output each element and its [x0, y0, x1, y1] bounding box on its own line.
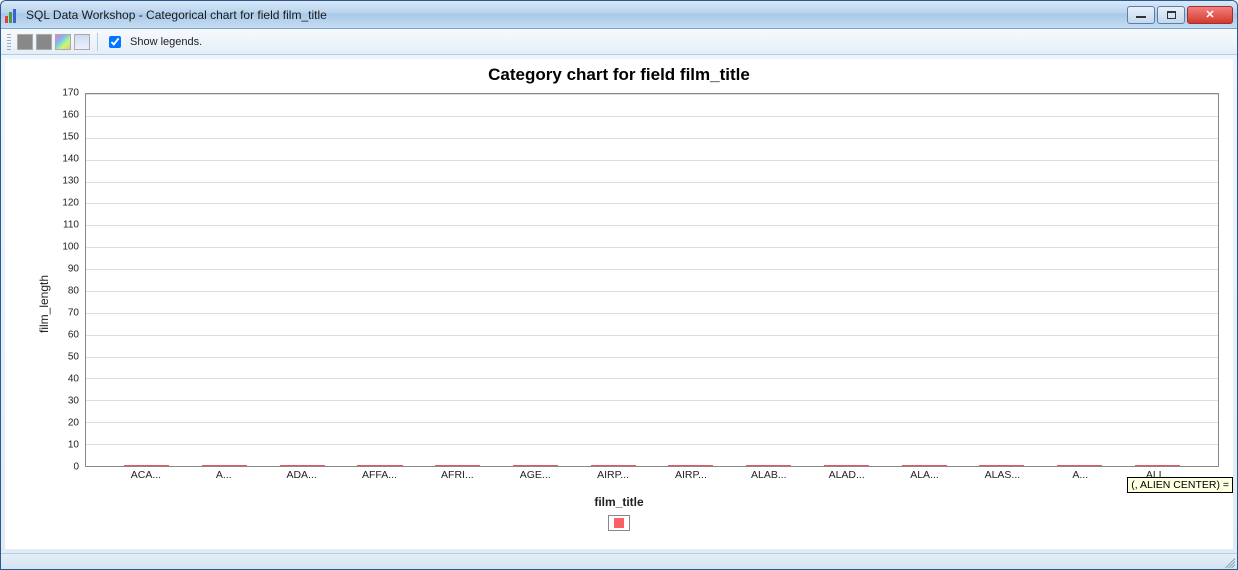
- bar[interactable]: [591, 465, 636, 466]
- x-tick-label: ACA...: [107, 467, 185, 483]
- bar-slot: [263, 465, 341, 466]
- bar-slot: [574, 465, 652, 466]
- bar[interactable]: [1135, 465, 1180, 466]
- y-tick-label: 0: [73, 462, 79, 473]
- bar-slot: [341, 465, 419, 466]
- y-tick-label: 10: [68, 440, 79, 451]
- tooltip: (, ALIEN CENTER) =: [1127, 477, 1233, 493]
- y-tick-label: 140: [62, 154, 79, 165]
- toolbar-grip[interactable]: [7, 34, 11, 50]
- statusbar: [1, 553, 1237, 569]
- x-tick-label: A...: [1041, 467, 1119, 483]
- x-axis-ticks: ACA...A...ADA...AFFA...AFRI...AGE...AIRP…: [85, 467, 1219, 483]
- bar[interactable]: [435, 465, 480, 466]
- x-tick-label: A...: [185, 467, 263, 483]
- bar[interactable]: [280, 465, 325, 466]
- x-tick-label: AFRI...: [418, 467, 496, 483]
- titlebar[interactable]: SQL Data Workshop - Categorical chart fo…: [1, 1, 1237, 29]
- x-tick-label: ADA...: [263, 467, 341, 483]
- bar-slot: [497, 465, 575, 466]
- window-title: SQL Data Workshop - Categorical chart fo…: [26, 8, 1127, 22]
- x-tick-label: AGE...: [496, 467, 574, 483]
- y-axis-ticks: 0102030405060708090100110120130140150160…: [41, 93, 83, 467]
- rainbow-icon[interactable]: [55, 34, 71, 50]
- x-tick-label: AIRP...: [574, 467, 652, 483]
- x-tick-label: AIRP...: [652, 467, 730, 483]
- y-tick-label: 130: [62, 176, 79, 187]
- close-button[interactable]: ✕: [1187, 6, 1233, 24]
- y-tick-label: 110: [63, 220, 79, 231]
- panel-icon[interactable]: [74, 34, 90, 50]
- bar[interactable]: [1057, 465, 1102, 466]
- y-tick-label: 30: [68, 396, 79, 407]
- toolbar: Show legends.: [1, 29, 1237, 55]
- bar-slot: [963, 465, 1041, 466]
- bar-slot: [1041, 465, 1119, 466]
- minimize-button[interactable]: [1127, 6, 1155, 24]
- maximize-button[interactable]: [1157, 6, 1185, 24]
- bar[interactable]: [668, 465, 713, 466]
- y-tick-label: 70: [68, 308, 79, 319]
- x-axis-label: film_title: [594, 495, 643, 509]
- chart-panel: Category chart for field film_title film…: [5, 59, 1233, 549]
- bar-slot: [1118, 465, 1196, 466]
- gray-icon-1[interactable]: [17, 34, 33, 50]
- y-tick-label: 170: [62, 88, 79, 99]
- x-tick-label: AFFA...: [341, 467, 419, 483]
- y-tick-label: 20: [68, 418, 79, 429]
- app-icon: [5, 7, 21, 23]
- bar-slot: [652, 465, 730, 466]
- bar[interactable]: [202, 465, 247, 466]
- bar[interactable]: [513, 465, 558, 466]
- x-tick-label: ALAB...: [730, 467, 808, 483]
- bar[interactable]: [124, 465, 169, 466]
- bar-slot: [807, 465, 885, 466]
- show-legends-label: Show legends.: [130, 36, 202, 48]
- gray-icon-2[interactable]: [36, 34, 52, 50]
- bar[interactable]: [357, 465, 402, 466]
- bar-slot: [419, 465, 497, 466]
- window-controls: ✕: [1127, 6, 1233, 24]
- x-tick-label: ALAD...: [808, 467, 886, 483]
- y-tick-label: 150: [62, 132, 79, 143]
- bars-container: [86, 94, 1218, 466]
- toolbar-buttons: [17, 34, 90, 50]
- legend-swatch: [614, 518, 624, 528]
- x-tick-label: ALAS...: [963, 467, 1041, 483]
- content-area: Category chart for field film_title film…: [1, 55, 1237, 553]
- plot[interactable]: [85, 93, 1219, 467]
- x-tick-label: ALA...: [886, 467, 964, 483]
- y-tick-label: 120: [62, 198, 79, 209]
- bar-slot: [730, 465, 808, 466]
- bar-slot: [186, 465, 264, 466]
- y-tick-label: 90: [68, 264, 79, 275]
- y-tick-label: 160: [62, 110, 79, 121]
- toolbar-separator: [97, 33, 98, 51]
- bar[interactable]: [979, 465, 1024, 466]
- bar[interactable]: [746, 465, 791, 466]
- bar[interactable]: [902, 465, 947, 466]
- app-window: SQL Data Workshop - Categorical chart fo…: [0, 0, 1238, 570]
- bar[interactable]: [824, 465, 869, 466]
- y-tick-label: 60: [68, 330, 79, 341]
- plot-area: 0 10 20 30 40 50 60 70 80 90 100 110 120 130 140 150 160…: [41, 91, 1223, 483]
- y-tick-label: 40: [68, 374, 79, 385]
- resize-grip[interactable]: [1222, 555, 1235, 568]
- legend[interactable]: [608, 515, 630, 531]
- chart-title: Category chart for field film_title: [5, 59, 1233, 85]
- bar-slot: [108, 465, 186, 466]
- y-tick-label: 80: [68, 286, 79, 297]
- bar-slot: [885, 465, 963, 466]
- y-tick-label: 100: [62, 242, 79, 253]
- y-tick-label: 50: [68, 352, 79, 363]
- show-legends-checkbox[interactable]: [109, 36, 121, 48]
